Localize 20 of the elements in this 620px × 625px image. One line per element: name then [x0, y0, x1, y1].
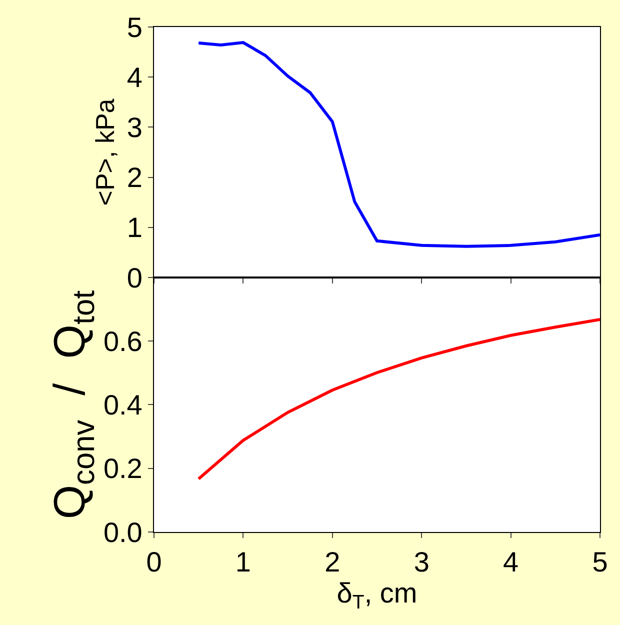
- y-tick-label: 3: [126, 112, 142, 143]
- y-tick-label: 0.6: [103, 326, 142, 357]
- line-series: [197, 318, 600, 480]
- x-tick-label: 4: [503, 546, 519, 578]
- x-tick-label: 0: [146, 546, 162, 578]
- x-tick-label: 1: [235, 546, 251, 578]
- y-tick-label: 5: [126, 12, 142, 43]
- y-tick-label: 0.0: [103, 516, 142, 548]
- line-series: [197, 41, 600, 248]
- y-tick-label: 0.2: [103, 453, 142, 484]
- x-tick-label: 2: [324, 546, 340, 578]
- x-tick-label: 3: [414, 546, 430, 578]
- x-axis-title: δ$_{T}$, cm: [336, 578, 418, 614]
- y-tick-label: 0: [126, 262, 142, 294]
- y-tick-label: 2: [126, 162, 142, 194]
- y-axis-title: <P>, kPa: [90, 98, 120, 206]
- x-tick-label: 5: [592, 546, 608, 578]
- y-tick-label: 0.4: [103, 390, 142, 421]
- y-tick-label: 1: [126, 212, 142, 244]
- y-tick-label: 4: [126, 62, 142, 93]
